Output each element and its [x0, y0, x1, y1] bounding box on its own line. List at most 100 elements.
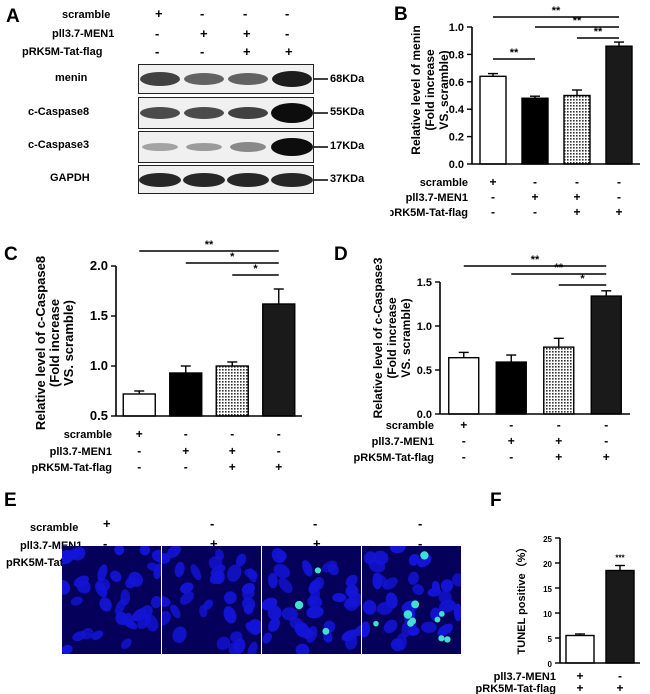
- tunel-positive-cell: [420, 551, 429, 560]
- y-axis-label-line: Relative level of c-Caspase3: [371, 257, 385, 418]
- y-tick-label: 1.0: [417, 321, 432, 333]
- nucleus: [199, 604, 208, 618]
- nucleus: [322, 560, 338, 573]
- y-tick-label: 1.5: [90, 308, 108, 323]
- nucleus: [302, 560, 313, 577]
- nucleus: [216, 636, 231, 651]
- condition-sign: -: [285, 6, 290, 21]
- y-tick-label: 1.5: [417, 277, 432, 289]
- condition-sign: +: [573, 205, 580, 219]
- y-tick-label: 0.2: [449, 132, 464, 144]
- bar: [495, 361, 527, 415]
- nucleus: [70, 596, 83, 606]
- condition-sign: -: [200, 6, 205, 21]
- significance-mark: *: [253, 263, 258, 275]
- fluorescence-image-2: [162, 546, 261, 654]
- nucleus: [440, 579, 454, 593]
- condition-sign: -: [103, 536, 108, 551]
- nucleus: [451, 573, 461, 587]
- nucleus: [389, 546, 406, 554]
- nucleus: [437, 623, 453, 637]
- significance-mark: *: [230, 251, 235, 263]
- nucleus: [91, 630, 104, 641]
- nucleus: [97, 564, 108, 582]
- condition-sign: +: [229, 460, 236, 474]
- chart-c: 0.51.01.52.0****Relative level of c-Casp…: [32, 239, 302, 474]
- condition-label: scramble: [64, 429, 112, 441]
- nucleus: [383, 577, 398, 590]
- nucleus: [281, 607, 298, 621]
- nucleus: [115, 598, 126, 615]
- nucleus: [110, 570, 122, 583]
- nucleus: [162, 595, 171, 607]
- condition-sign: -: [575, 175, 579, 189]
- condition-sign: -: [155, 44, 160, 59]
- condition-sign: +: [603, 450, 610, 464]
- kda-caspase8: 55KDa: [330, 106, 365, 118]
- y-tick-label: 10: [543, 610, 552, 619]
- nucleus: [345, 584, 359, 598]
- panel-label-d: D: [334, 244, 348, 265]
- condition-sign: -: [462, 434, 466, 448]
- nucleus: [289, 617, 303, 630]
- nucleus: [421, 621, 437, 633]
- condition-sign: -: [509, 450, 513, 464]
- y-axis-label-line: (Fold increase: [47, 299, 62, 387]
- significance-mark: *: [580, 273, 585, 285]
- nucleus: [95, 581, 108, 598]
- condition-sign: -: [184, 460, 188, 474]
- bar: [521, 97, 549, 165]
- nucleus: [332, 592, 347, 603]
- condition-label: pRK5M-Tat-flag: [476, 683, 556, 694]
- nucleus: [209, 572, 222, 584]
- y-tick-label: 25: [543, 535, 552, 544]
- nucleus: [383, 619, 398, 634]
- nucleus: [223, 606, 237, 624]
- condition-sign: -: [491, 190, 495, 204]
- nucleus: [273, 563, 291, 579]
- nucleus: [227, 564, 242, 582]
- chart-d: 0.00.51.01.5*****Relative level of c-Cas…: [354, 254, 630, 464]
- y-axis-label: Relative level of c-Caspase8 (Fold increa…: [33, 256, 76, 430]
- condition-sign: +: [200, 26, 208, 41]
- condition-sign: -: [285, 26, 290, 41]
- nucleus: [124, 612, 134, 627]
- nucleus: [385, 592, 398, 609]
- condition-sign: -: [210, 516, 215, 531]
- condition-label: pRK5M-Tat-flag: [354, 452, 434, 464]
- condition-sign: +: [555, 434, 562, 448]
- condition-sign: +: [508, 434, 515, 448]
- y-axis-label-line: (Fold increase: [385, 297, 399, 379]
- protein-label-menin: menin: [55, 72, 88, 84]
- y-tick-label: 0.0: [449, 159, 464, 171]
- condition-sign: -: [604, 434, 608, 448]
- y-tick-label: 0.4: [449, 104, 465, 116]
- y-tick-label: 1.0: [90, 358, 108, 373]
- nucleus: [271, 548, 286, 564]
- nucleus: [180, 582, 194, 594]
- condition-sign: -: [509, 418, 513, 432]
- condition-sign: -: [533, 205, 537, 219]
- tunel-positive-cell: [294, 600, 304, 610]
- bar: [565, 634, 595, 664]
- nucleus: [172, 626, 187, 643]
- nucleus: [72, 631, 86, 642]
- nucleus: [396, 633, 407, 651]
- condition-sign: +: [531, 190, 538, 204]
- significance-mark: **: [205, 239, 214, 251]
- protein-label-caspase3: c-Caspase3: [28, 139, 90, 151]
- nucleus: [278, 577, 293, 594]
- bar: [448, 356, 480, 415]
- significance-mark: **: [573, 15, 582, 27]
- men1-label-a: pll3.7-MEN1: [52, 28, 115, 40]
- condition-sign: +: [489, 175, 496, 189]
- condition-sign: +: [243, 44, 251, 59]
- y-axis-label-line: VS. scramble): [61, 300, 76, 386]
- nucleus: [295, 643, 310, 654]
- condition-sign: -: [617, 175, 621, 189]
- condition-sign: -: [491, 205, 495, 219]
- y-tick-label: 20: [543, 560, 552, 569]
- nucleus: [242, 587, 255, 600]
- chart-b: 0.0 0.2 0.4 0.6 0.8 1.0 ** ** ** ** Relative level…: [390, 5, 640, 219]
- nucleus: [439, 599, 456, 613]
